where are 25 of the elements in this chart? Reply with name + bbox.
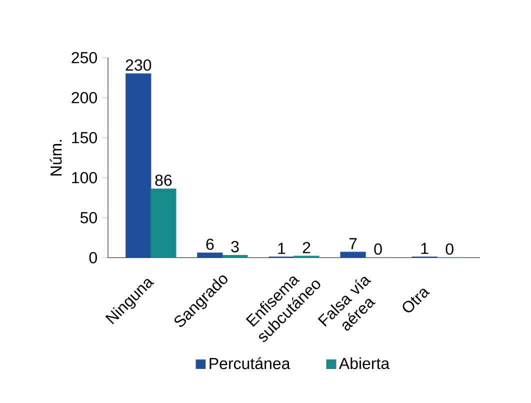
legend-label: Percutánea xyxy=(210,357,290,370)
y-tick-label: 250 xyxy=(72,52,97,64)
data-label: 1 xyxy=(278,242,286,254)
bar xyxy=(340,252,366,258)
y-tick-label: 150 xyxy=(72,132,97,144)
data-label: 230 xyxy=(126,59,152,71)
data-label: 86 xyxy=(155,174,172,186)
bar xyxy=(126,73,152,258)
data-label: 0 xyxy=(374,243,382,255)
bar xyxy=(150,188,176,258)
y-tick-label: 200 xyxy=(72,92,97,104)
y-axis-title: Núm. xyxy=(50,140,62,176)
data-label: 7 xyxy=(349,238,357,250)
y-tick-label: 100 xyxy=(72,172,97,184)
data-label: 2 xyxy=(302,242,310,254)
x-tick-label: Otra xyxy=(402,288,430,312)
data-label: 0 xyxy=(446,243,454,255)
data-label: 6 xyxy=(206,238,214,250)
data-label: 3 xyxy=(231,241,239,252)
data-label: 1 xyxy=(421,242,428,254)
legend-label: Abierta xyxy=(338,357,390,370)
y-tick-label: 0 xyxy=(89,252,97,264)
bar xyxy=(222,254,248,258)
y-tick-label: 50 xyxy=(80,212,97,224)
bar xyxy=(197,252,223,258)
